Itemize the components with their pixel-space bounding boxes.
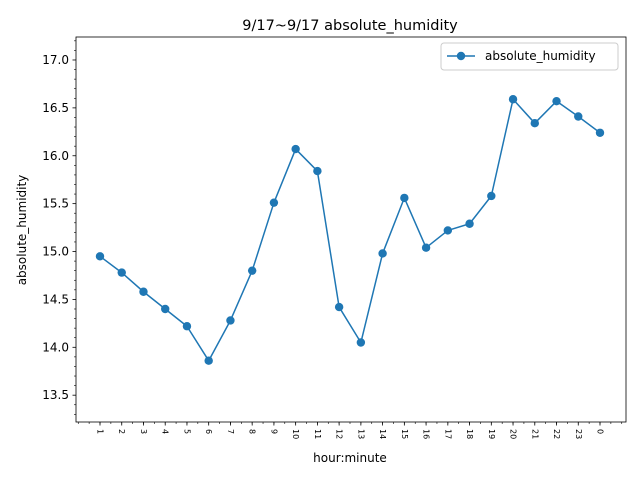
series-line: [99, 98, 601, 362]
data-point: [139, 287, 148, 296]
legend-box: [440, 42, 619, 71]
data-point: [269, 198, 279, 207]
data-point: [400, 193, 409, 203]
y-tick-label: 16.5: [42, 101, 69, 115]
x-tick-label: 4: [161, 429, 170, 434]
plot-area: 13.514.014.515.015.516.016.517.01 2 3 4 5 6 7 8…: [42, 36, 627, 439]
data-point: [378, 249, 387, 258]
x-tick-label: 21: [530, 429, 539, 439]
x-tick-label: 1: [96, 429, 105, 434]
legend-marker-sample: [456, 51, 466, 61]
data-point: [247, 266, 257, 275]
x-tick-label: 20: [509, 429, 518, 439]
y-tick-label: 15.5: [42, 197, 69, 211]
data-point: [334, 302, 344, 312]
data-point: [508, 95, 518, 104]
y-tick-label: 14.0: [42, 340, 69, 354]
x-tick-label: 12: [335, 429, 344, 439]
data-point: [443, 226, 453, 235]
x-tick-label: 17: [443, 429, 452, 439]
x-tick-label: 14: [378, 429, 387, 439]
data-point: [204, 356, 213, 365]
x-tick-label: 7: [226, 429, 235, 434]
y-tick-label: 13.5: [42, 388, 69, 402]
x-tick-label: 16: [422, 429, 431, 439]
data-point: [421, 243, 431, 252]
axes-frame: [75, 36, 627, 423]
data-point: [117, 268, 126, 277]
x-tick-label: 13: [356, 429, 365, 439]
data-point: [313, 166, 322, 176]
chart-title: 9/17~9/17 absolute_humidity: [242, 18, 458, 34]
data-point: [161, 304, 170, 314]
x-tick-label: 5: [182, 429, 191, 434]
data-point: [595, 128, 605, 137]
x-tick-label: 23: [574, 429, 583, 439]
x-tick-label: 22: [552, 429, 561, 439]
y-tick-label: 17.0: [42, 53, 69, 67]
y-axis-label: absolute_humidity: [15, 175, 29, 286]
x-tick-label: 18: [465, 429, 474, 439]
data-point: [574, 112, 583, 121]
x-axis-label: hour:minute: [313, 451, 387, 465]
x-tick-label: 19: [487, 429, 496, 439]
x-tick-label: 0: [596, 429, 605, 434]
x-tick-label: 6: [204, 429, 213, 434]
data-point: [487, 191, 496, 201]
data-point: [465, 219, 474, 228]
data-point: [530, 118, 539, 128]
y-tick-label: 15.0: [42, 245, 69, 259]
x-tick-label: 2: [117, 429, 126, 434]
data-point: [552, 96, 561, 106]
y-tick-label: 14.5: [42, 292, 69, 306]
data-point: [226, 316, 235, 325]
data-point: [95, 252, 105, 261]
x-tick-label: 15: [400, 429, 409, 439]
x-tick-label: 3: [139, 429, 148, 434]
x-tick-label: 9: [269, 429, 278, 434]
data-point: [291, 144, 300, 154]
data-point: [356, 338, 366, 347]
legend: absolute_humidity: [440, 42, 619, 71]
legend-entry-label: absolute_humidity: [485, 49, 596, 63]
x-tick-label: 10: [291, 429, 300, 439]
x-tick-label: 8: [248, 429, 257, 434]
data-point: [182, 322, 192, 331]
x-tick-label: 11: [313, 429, 322, 439]
y-tick-label: 16.0: [42, 149, 69, 163]
